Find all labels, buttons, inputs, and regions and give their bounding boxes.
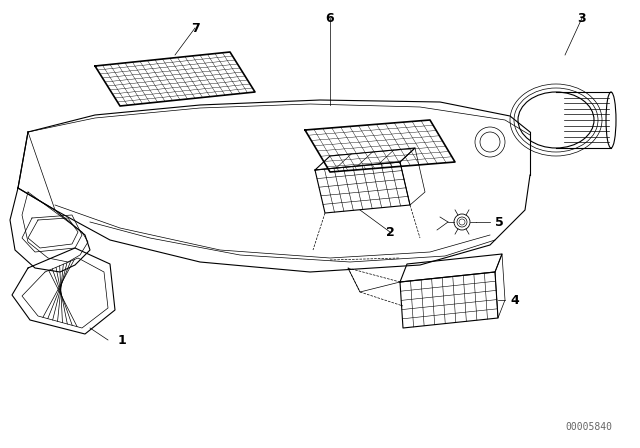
Text: 4: 4	[510, 293, 519, 306]
Text: 5: 5	[495, 215, 504, 228]
Text: 3: 3	[578, 12, 586, 25]
Text: 2: 2	[386, 225, 394, 238]
Text: 6: 6	[326, 12, 334, 25]
Text: 00005840: 00005840	[565, 422, 612, 432]
Text: 1: 1	[118, 333, 127, 346]
Text: 7: 7	[191, 22, 200, 34]
